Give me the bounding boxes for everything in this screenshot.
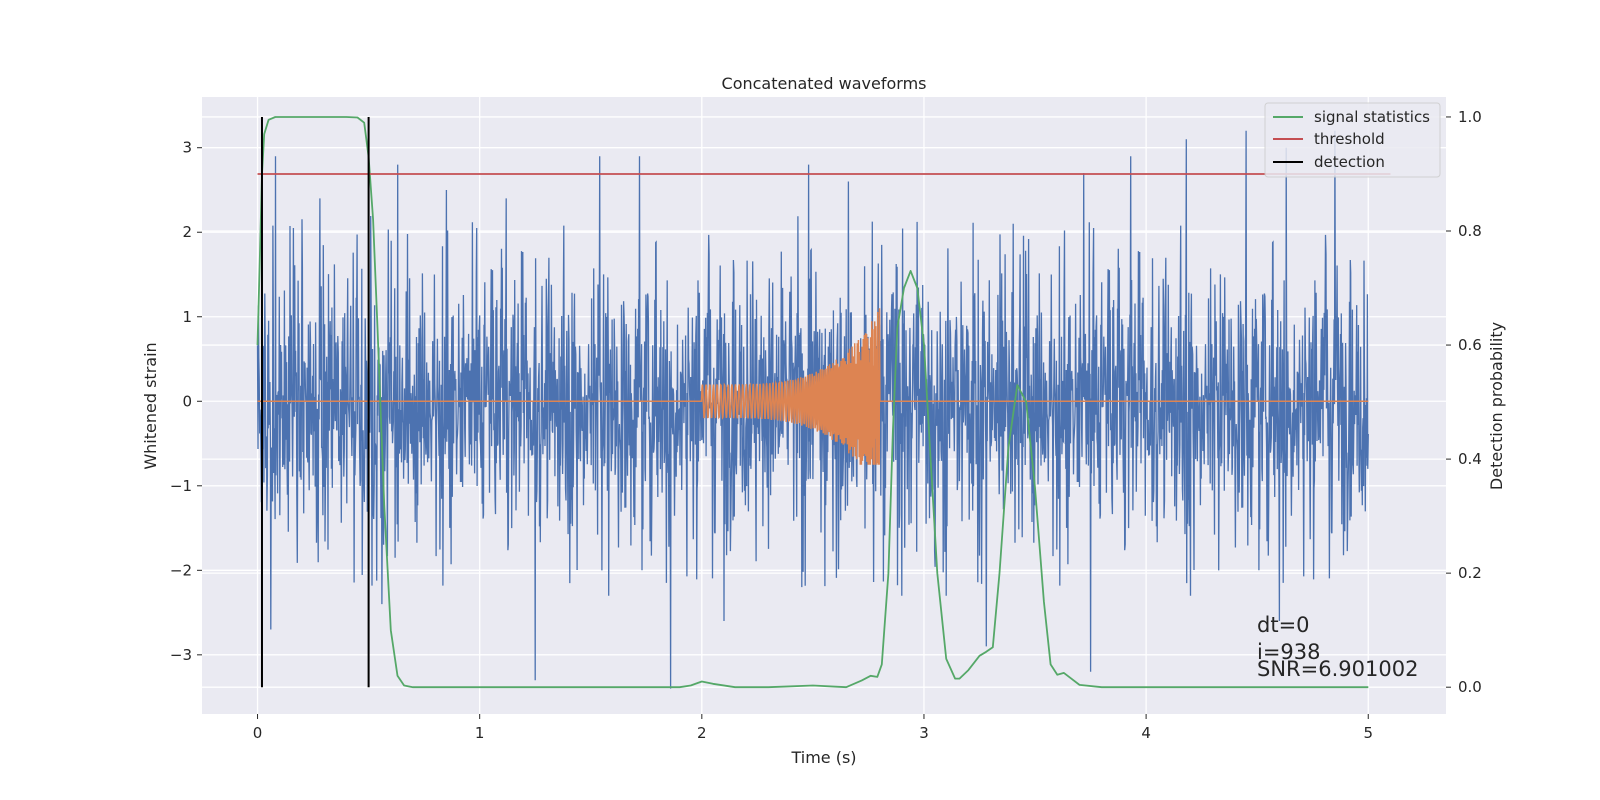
y-tick-label: −3 <box>170 646 192 664</box>
y-tick-label: −1 <box>170 477 192 495</box>
y2-tick-label: 1.0 <box>1458 108 1482 126</box>
x-axis-label: Time (s) <box>790 748 856 767</box>
x-tick-label: 4 <box>1141 724 1151 742</box>
y-tick-label: 1 <box>182 308 192 326</box>
y2-axis-label: Detection probability <box>1487 322 1506 490</box>
y-axis-label: Whitened strain <box>141 342 160 469</box>
y2-tick-label: 0.6 <box>1458 336 1482 354</box>
y-tick-label: 2 <box>182 223 192 241</box>
noise-line <box>256 130 1369 689</box>
legend-label-threshold: threshold <box>1314 130 1385 148</box>
annotation-text: dt=0 i=938 SNR=6.901002 <box>1257 613 1418 681</box>
annotation-snr: SNR=6.901002 <box>1257 657 1418 681</box>
series-right-axis <box>256 116 1391 689</box>
legend-label-detection: detection <box>1314 153 1385 171</box>
legend-label-signal-statistics: signal statistics <box>1314 108 1430 126</box>
series-whitened-strain <box>256 130 1369 689</box>
legend-box <box>1264 102 1441 178</box>
x-tick-label: 2 <box>697 724 707 742</box>
annotation-i: i=938 <box>1257 640 1321 664</box>
x-tick-label: 0 <box>253 724 263 742</box>
signal-statistics-line <box>256 116 1369 689</box>
y-tick-label: −2 <box>170 561 192 579</box>
y-tick-label: 0 <box>182 392 192 410</box>
legend: signal statistics threshold detection <box>1264 102 1441 178</box>
y2-tick-label: 0.4 <box>1458 450 1482 468</box>
y-tick-label: 3 <box>182 139 192 157</box>
annotation-dt: dt=0 <box>1257 613 1310 637</box>
chirp-line <box>257 308 1369 465</box>
chart-title: Concatenated waveforms <box>722 74 927 93</box>
y2-tick-label: 0.0 <box>1458 678 1482 696</box>
series-injected-chirp <box>257 308 1369 465</box>
x-tick-label: 5 <box>1363 724 1373 742</box>
x-tick-label: 1 <box>475 724 485 742</box>
x-tick-label: 3 <box>919 724 929 742</box>
y2-tick-label: 0.8 <box>1458 222 1482 240</box>
ticks: 0 1 2 3 4 5 −3 −2 −1 0 1 2 3 0.0 0.2 0.4 0.6 0.8 1.0 <box>170 108 1482 742</box>
y2-tick-label: 0.2 <box>1458 564 1482 582</box>
